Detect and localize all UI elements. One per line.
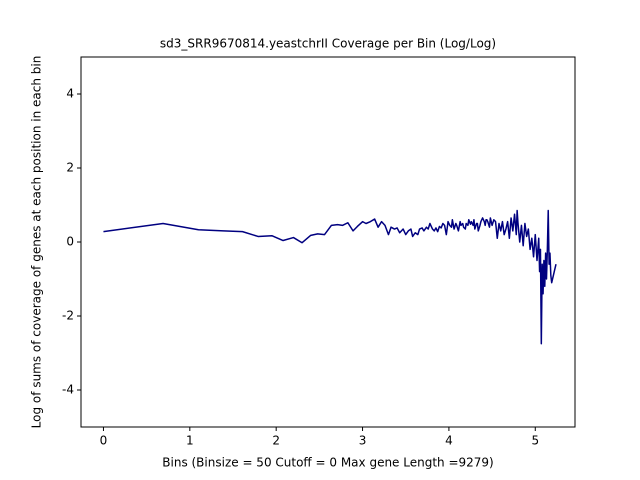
y-tick-label: -2	[62, 309, 74, 323]
chart-title: sd3_SRR9670814.yeastchrII Coverage per B…	[160, 37, 496, 51]
y-axis-label: Log of sums of coverage of genes at each…	[30, 56, 44, 429]
x-axis-label: Bins (Binsize = 50 Cutoff = 0 Max gene L…	[162, 456, 493, 470]
y-tick-label: 0	[66, 235, 74, 249]
x-tick-label: 5	[531, 434, 539, 448]
x-tick-label: 2	[272, 434, 280, 448]
x-tick-label: 0	[100, 434, 108, 448]
y-tick-label: 2	[66, 161, 74, 175]
x-tick-label: 1	[186, 434, 194, 448]
data-line	[103, 209, 557, 345]
y-tick-label: 4	[66, 87, 74, 101]
x-tick-label: 4	[445, 434, 453, 448]
plot-frame	[80, 56, 576, 428]
y-tick-label: -4	[62, 383, 74, 397]
x-tick-label: 3	[359, 434, 367, 448]
